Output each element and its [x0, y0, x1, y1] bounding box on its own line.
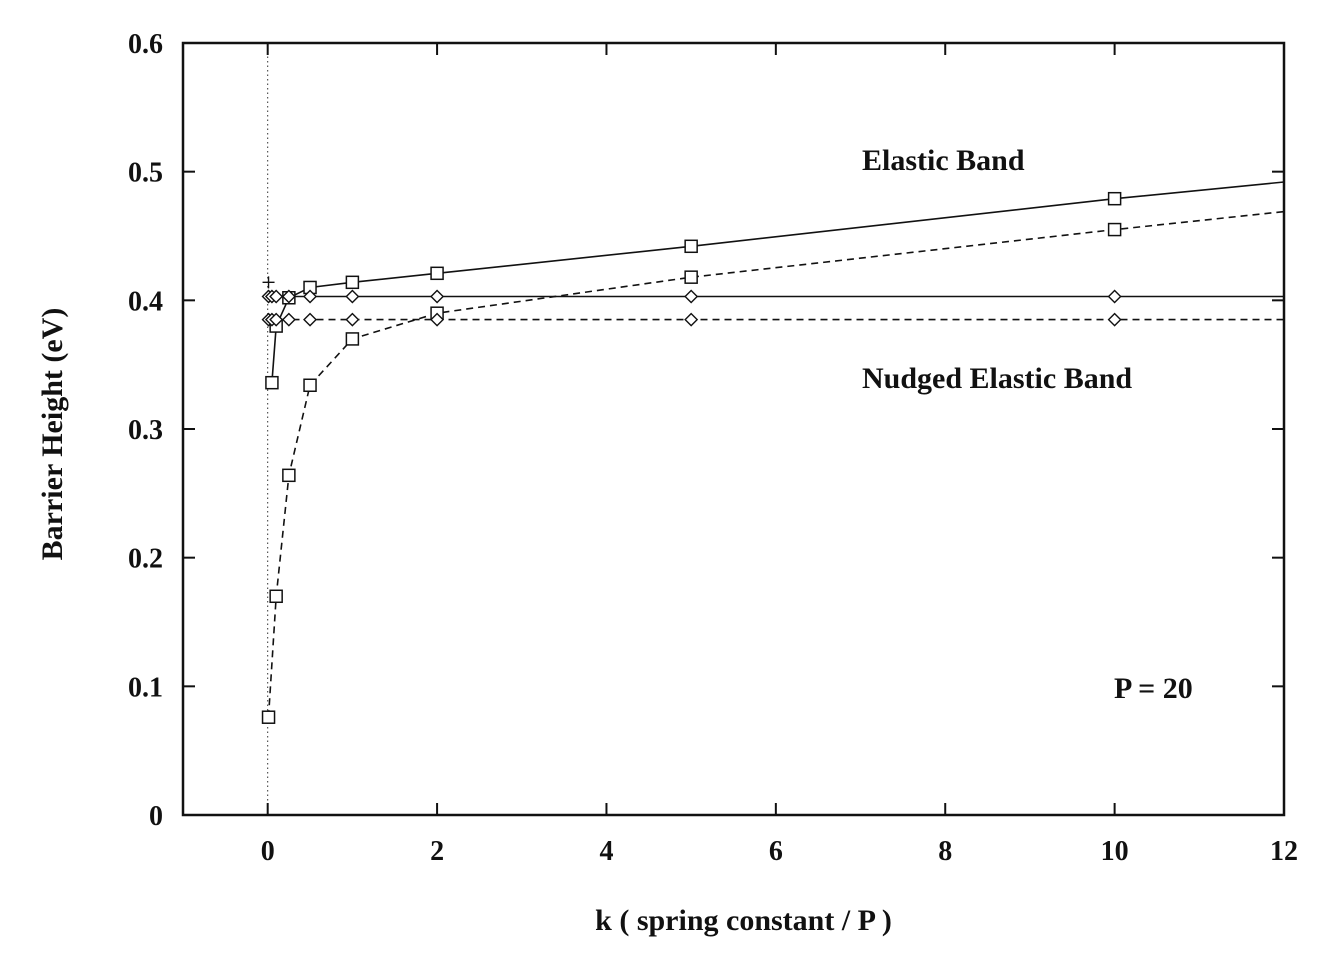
x-tick-label: 6 — [769, 836, 783, 867]
data-point-diamond — [281, 312, 296, 327]
series-line-1 — [267, 210, 1285, 718]
y-tick-label: 0.4 — [128, 286, 163, 317]
series-layer — [267, 181, 1285, 718]
data-point-square — [1107, 191, 1122, 206]
x-tick-label: 12 — [1270, 836, 1298, 867]
x-axis-title: k ( spring constant / P ) — [595, 904, 892, 937]
data-point-diamond — [269, 289, 284, 304]
data-point-diamond — [269, 312, 284, 327]
annotation-p-value: P = 20 — [1114, 672, 1193, 705]
data-point-square — [684, 239, 698, 254]
data-point-diamond — [430, 289, 445, 304]
data-point-diamond — [345, 312, 360, 327]
y-tick-label: 0.5 — [128, 158, 163, 189]
data-point-diamond — [684, 289, 699, 304]
data-point-diamond — [684, 312, 699, 327]
y-tick-label: 0 — [149, 801, 163, 832]
data-point-square — [345, 275, 360, 290]
x-tick-label: 2 — [430, 836, 444, 867]
marker-layer — [261, 191, 1122, 724]
tick-layer — [183, 42, 1285, 816]
data-point-square — [269, 589, 283, 604]
x-tick-label: 0 — [261, 836, 275, 867]
y-tick-label: 0.1 — [128, 672, 163, 703]
data-point-square — [430, 266, 444, 281]
data-point-square — [265, 375, 279, 390]
y-tick-label: 0.2 — [128, 544, 163, 575]
x-tick-label: 8 — [938, 836, 952, 867]
tick-label-layer: 0 2 4 6 8 10 12 0 0.1 0.2 0.3 0.4 0.5 0.6 — [128, 29, 1298, 867]
data-point-diamond — [430, 312, 445, 327]
series-line-0 — [271, 181, 1285, 383]
x-tick-label: 10 — [1101, 836, 1129, 867]
data-point-diamond — [281, 289, 296, 304]
y-tick-label: 0.3 — [128, 415, 163, 446]
data-point-square — [282, 468, 296, 483]
data-point-diamond — [1107, 289, 1122, 304]
data-point-square — [684, 270, 698, 284]
data-point-diamond — [345, 289, 360, 304]
annotation-nudged-elastic-band: Nudged Elastic Band — [862, 362, 1132, 395]
data-point-square — [345, 332, 360, 346]
data-point-diamond — [303, 289, 318, 304]
data-point-diamond — [1107, 312, 1122, 327]
y-tick-label: 0.6 — [128, 29, 163, 60]
data-point-square — [303, 378, 317, 393]
data-point-square — [261, 710, 276, 724]
data-point-square — [1107, 222, 1122, 237]
annotation-elastic-band: Elastic Band — [862, 144, 1025, 177]
y-axis-title: Barrier Height (eV) — [36, 308, 69, 561]
data-point-plus — [262, 276, 275, 289]
x-tick-label: 4 — [599, 836, 613, 867]
data-point-diamond — [303, 312, 318, 327]
